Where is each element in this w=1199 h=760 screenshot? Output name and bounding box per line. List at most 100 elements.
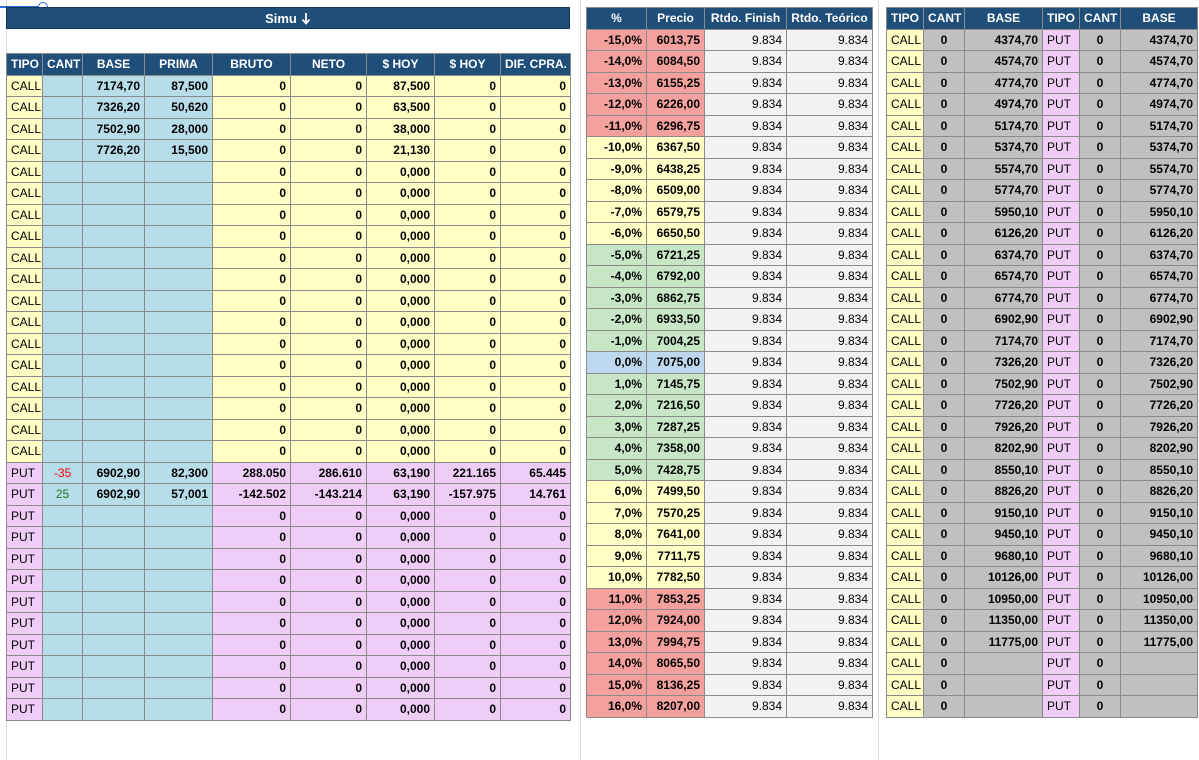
hoy-cell[interactable]: 0,000 <box>366 504 435 527</box>
cant-cell[interactable] <box>42 655 83 678</box>
put-base-cell[interactable]: 4374,70 <box>1120 28 1198 51</box>
call-tipo-cell[interactable]: CALL <box>886 566 924 589</box>
column-header[interactable]: % <box>586 7 647 30</box>
put-base-cell[interactable]: 11775,00 <box>1120 630 1198 653</box>
hoy2-cell[interactable]: 0 <box>434 397 501 420</box>
pct-cell[interactable]: 0,0% <box>586 351 647 374</box>
rtdo-teorico-cell[interactable]: 9.834 <box>786 523 873 546</box>
hoy-cell[interactable]: 0,000 <box>366 418 435 441</box>
put-cant-cell[interactable]: 0 <box>1079 566 1121 589</box>
put-base-cell[interactable]: 10950,00 <box>1120 587 1198 610</box>
bruto-cell[interactable]: -142.502 <box>212 483 291 506</box>
call-tipo-cell[interactable]: CALL <box>886 114 924 137</box>
hoy-cell[interactable]: 0,000 <box>366 633 435 656</box>
call-cant-cell[interactable]: 0 <box>923 93 965 116</box>
hoy2-cell[interactable]: 0 <box>434 375 501 398</box>
call-tipo-cell[interactable]: CALL <box>886 265 924 288</box>
put-cant-cell[interactable]: 0 <box>1079 157 1121 180</box>
call-base-cell[interactable]: 9680,10 <box>964 544 1043 567</box>
rtdo-teorico-cell[interactable]: 9.834 <box>786 458 873 481</box>
base-cell[interactable] <box>82 311 145 334</box>
bruto-cell[interactable]: 0 <box>212 332 291 355</box>
dif-cpra-cell[interactable]: 0 <box>500 225 571 248</box>
dif-cpra-cell[interactable]: 0 <box>500 504 571 527</box>
rtdo-teorico-cell[interactable]: 9.834 <box>786 566 873 589</box>
hoy-cell[interactable]: 63,190 <box>366 483 435 506</box>
call-base-cell[interactable] <box>964 695 1043 718</box>
cant-cell[interactable] <box>42 311 83 334</box>
hoy-cell[interactable]: 0,000 <box>366 182 435 205</box>
tipo-cell[interactable]: PUT <box>6 612 43 635</box>
put-cant-cell[interactable]: 0 <box>1079 544 1121 567</box>
hoy-cell[interactable]: 0,000 <box>366 375 435 398</box>
base-cell[interactable]: 6902,90 <box>82 461 145 484</box>
put-base-cell[interactable]: 7326,20 <box>1120 351 1198 374</box>
put-tipo-cell[interactable]: PUT <box>1042 179 1080 202</box>
put-cant-cell[interactable]: 0 <box>1079 523 1121 546</box>
pct-cell[interactable]: 14,0% <box>586 652 647 675</box>
neto-cell[interactable]: 0 <box>290 354 367 377</box>
call-cant-cell[interactable]: 0 <box>923 200 965 223</box>
put-tipo-cell[interactable]: PUT <box>1042 673 1080 696</box>
base-cell[interactable] <box>82 526 145 549</box>
rtdo-finish-cell[interactable]: 9.834 <box>704 265 787 288</box>
column-header[interactable]: $ HOY <box>434 53 501 76</box>
hoy2-cell[interactable]: 0 <box>434 569 501 592</box>
put-cant-cell[interactable]: 0 <box>1079 630 1121 653</box>
base-cell[interactable] <box>82 655 145 678</box>
rtdo-teorico-cell[interactable]: 9.834 <box>786 265 873 288</box>
neto-cell[interactable]: -143.214 <box>290 483 367 506</box>
call-base-cell[interactable]: 8826,20 <box>964 480 1043 503</box>
neto-cell[interactable]: 0 <box>290 397 367 420</box>
call-tipo-cell[interactable]: CALL <box>886 243 924 266</box>
base-cell[interactable] <box>82 418 145 441</box>
pct-cell[interactable]: 7,0% <box>586 501 647 524</box>
column-header[interactable]: BASE <box>964 7 1043 30</box>
precio-cell[interactable]: 8065,50 <box>646 652 705 675</box>
dif-cpra-cell[interactable]: 0 <box>500 547 571 570</box>
call-base-cell[interactable]: 10126,00 <box>964 566 1043 589</box>
rtdo-finish-cell[interactable]: 9.834 <box>704 372 787 395</box>
put-base-cell[interactable]: 4974,70 <box>1120 93 1198 116</box>
rtdo-finish-cell[interactable]: 9.834 <box>704 243 787 266</box>
call-tipo-cell[interactable]: CALL <box>886 480 924 503</box>
precio-cell[interactable]: 7641,00 <box>646 523 705 546</box>
cant-cell[interactable] <box>42 676 83 699</box>
precio-cell[interactable]: 7075,00 <box>646 351 705 374</box>
prima-cell[interactable] <box>144 612 213 635</box>
tipo-cell[interactable]: CALL <box>6 332 43 355</box>
neto-cell[interactable]: 0 <box>290 203 367 226</box>
put-cant-cell[interactable]: 0 <box>1079 673 1121 696</box>
dif-cpra-cell[interactable]: 0 <box>500 332 571 355</box>
put-tipo-cell[interactable]: PUT <box>1042 351 1080 374</box>
bruto-cell[interactable]: 0 <box>212 590 291 613</box>
pct-cell[interactable]: 10,0% <box>586 566 647 589</box>
put-tipo-cell[interactable]: PUT <box>1042 50 1080 73</box>
hoy-cell[interactable]: 0,000 <box>366 311 435 334</box>
rtdo-teorico-cell[interactable]: 9.834 <box>786 136 873 159</box>
tipo-cell[interactable]: CALL <box>6 418 43 441</box>
hoy-cell[interactable]: 0,000 <box>366 225 435 248</box>
base-cell[interactable]: 7174,70 <box>82 74 145 97</box>
bruto-cell[interactable]: 0 <box>212 655 291 678</box>
put-cant-cell[interactable]: 0 <box>1079 286 1121 309</box>
call-cant-cell[interactable]: 0 <box>923 609 965 632</box>
call-base-cell[interactable]: 7326,20 <box>964 351 1043 374</box>
rtdo-teorico-cell[interactable]: 9.834 <box>786 222 873 245</box>
hoy2-cell[interactable]: -157.975 <box>434 483 501 506</box>
tipo-cell[interactable]: PUT <box>6 676 43 699</box>
hoy2-cell[interactable]: 0 <box>434 289 501 312</box>
rtdo-teorico-cell[interactable]: 9.834 <box>786 114 873 137</box>
call-tipo-cell[interactable]: CALL <box>886 351 924 374</box>
pct-cell[interactable]: 1,0% <box>586 372 647 395</box>
call-tipo-cell[interactable]: CALL <box>886 222 924 245</box>
call-cant-cell[interactable]: 0 <box>923 372 965 395</box>
put-tipo-cell[interactable]: PUT <box>1042 501 1080 524</box>
column-header[interactable]: Precio <box>646 7 705 30</box>
tipo-cell[interactable]: CALL <box>6 96 43 119</box>
precio-cell[interactable]: 6579,75 <box>646 200 705 223</box>
column-header[interactable]: PRIMA <box>144 53 213 76</box>
precio-cell[interactable]: 7782,50 <box>646 566 705 589</box>
hoy2-cell[interactable]: 0 <box>434 203 501 226</box>
bruto-cell[interactable]: 0 <box>212 418 291 441</box>
